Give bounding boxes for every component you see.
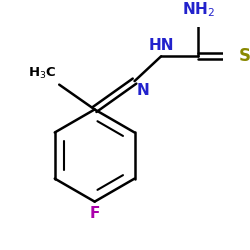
Text: S: S	[239, 47, 250, 65]
Text: F: F	[90, 206, 100, 221]
Text: H$_3$C: H$_3$C	[28, 66, 56, 81]
Text: N: N	[136, 83, 149, 98]
Text: NH$_2$: NH$_2$	[182, 0, 215, 19]
Text: HN: HN	[148, 38, 174, 53]
